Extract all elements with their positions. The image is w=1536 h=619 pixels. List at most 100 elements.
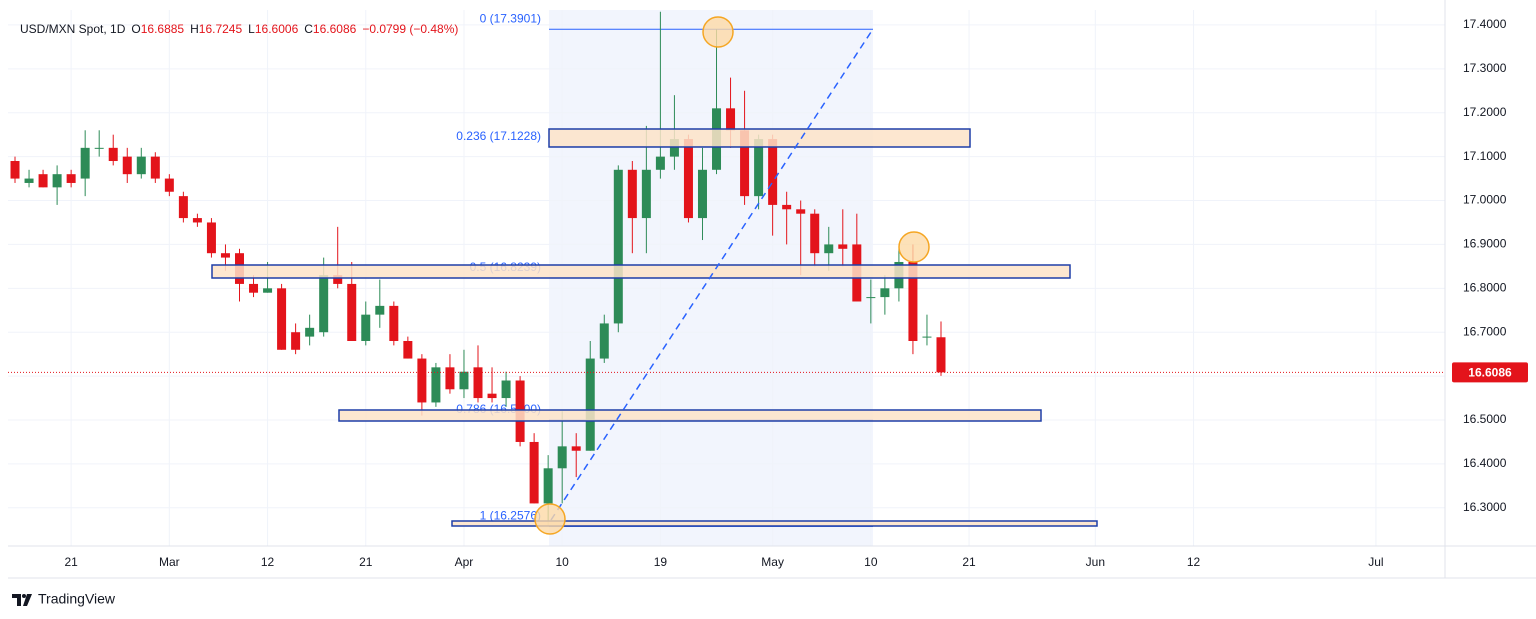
candle-body	[459, 371, 469, 390]
highlight-circle	[898, 231, 930, 263]
candle-body	[543, 468, 553, 504]
candle-body	[66, 174, 76, 183]
x-tick-label: Mar	[159, 555, 180, 569]
candle-body	[585, 358, 595, 451]
candle-body	[375, 305, 385, 315]
candle-body	[94, 147, 104, 149]
candle-body	[122, 156, 132, 175]
candle-body	[291, 332, 301, 350]
candle-body	[740, 130, 750, 197]
low: 16.6006	[255, 22, 299, 36]
candle-body	[754, 139, 764, 197]
y-tick-label: 17.3000	[1463, 61, 1507, 75]
candle-body	[529, 441, 539, 504]
candle-body	[557, 446, 567, 469]
candle-body	[880, 288, 890, 298]
candle-body	[697, 169, 707, 219]
l-label: L	[248, 22, 255, 36]
candle-body	[810, 213, 820, 254]
logo-mark	[23, 594, 32, 606]
header: USD/MXN Spot, 1D O16.6885 H16.7245 L16.6006…	[20, 22, 458, 36]
c-label: C	[304, 22, 313, 36]
x-tick-label: Jul	[1368, 555, 1383, 569]
brand: TradingView	[38, 591, 116, 607]
zone	[211, 264, 1071, 279]
candle-body	[431, 367, 441, 403]
open: 16.6885	[141, 22, 185, 36]
candle-body	[782, 204, 792, 210]
candle-body	[768, 139, 778, 205]
fib-label: 0.236 (17.1228)	[456, 129, 541, 143]
x-tick-label: 19	[654, 555, 668, 569]
x-tick-label: 12	[261, 555, 275, 569]
candle-body	[936, 337, 946, 373]
x-tick-label: Jun	[1086, 555, 1105, 569]
o-label: O	[131, 22, 140, 36]
logo	[12, 594, 32, 606]
change: −0.0799 (−0.48%)	[362, 22, 458, 36]
candle-body	[796, 209, 806, 214]
candle-body	[501, 380, 511, 399]
close: 16.6086	[313, 22, 357, 36]
last-price-label: 16.6086	[1468, 366, 1512, 380]
highlight-circle	[534, 503, 566, 535]
y-tick-label: 17.1000	[1463, 149, 1507, 163]
candle-body	[824, 244, 834, 254]
candle-body	[417, 358, 427, 403]
x-tick-label: 21	[64, 555, 78, 569]
axes: 16.300016.400016.500016.600016.700016.80…	[8, 0, 1536, 579]
candle-body	[10, 161, 20, 179]
fib-label: 1 (16.2576)	[480, 509, 541, 523]
x-tick-label: 21	[962, 555, 976, 569]
y-tick-label: 17.2000	[1463, 105, 1507, 119]
candle-body	[333, 275, 343, 284]
candle-body	[347, 283, 357, 341]
candle-body	[38, 174, 48, 188]
candle-body	[445, 367, 455, 390]
candle-body	[473, 367, 483, 399]
last-price-box	[1452, 362, 1528, 383]
candle-body	[669, 139, 679, 157]
symbol: USD/MXN Spot, 1D	[20, 22, 126, 36]
candle-body	[277, 288, 287, 350]
candle-body	[80, 147, 90, 179]
candle-body	[571, 446, 581, 451]
candle-body	[487, 393, 497, 399]
h-label: H	[190, 22, 199, 36]
candle-body	[908, 261, 918, 341]
y-tick-label: 16.5000	[1463, 412, 1507, 426]
candle-body	[613, 169, 623, 324]
x-tick-label: 21	[359, 555, 373, 569]
fib-label: 0 (17.3901)	[480, 11, 541, 25]
y-tick-label: 17.0000	[1463, 193, 1507, 207]
candle-body	[52, 174, 62, 188]
candle-body	[726, 108, 736, 131]
candle-body	[305, 327, 315, 337]
y-tick-label: 16.4000	[1463, 456, 1507, 470]
candle-body	[108, 147, 118, 162]
candle-body	[220, 253, 230, 258]
zone	[338, 409, 1042, 422]
logo-mark	[12, 594, 21, 606]
logo-dot	[22, 594, 26, 598]
candle-body	[403, 340, 413, 359]
highlight-circle	[702, 16, 734, 48]
y-tick-label: 16.8000	[1463, 280, 1507, 294]
candle-body	[641, 169, 651, 219]
candle-body	[922, 336, 932, 338]
candle-body	[627, 169, 637, 219]
y-tick-label: 16.7000	[1463, 324, 1507, 338]
x-tick-label: Apr	[455, 555, 474, 569]
candle-body	[866, 297, 876, 299]
candle-body	[683, 139, 693, 219]
x-tick-label: 10	[556, 555, 570, 569]
candle-body	[136, 156, 146, 175]
candle-body	[249, 283, 259, 293]
candle-body	[599, 323, 609, 359]
candle-body	[263, 288, 273, 293]
candle-body	[192, 218, 202, 223]
y-tick-label: 16.9000	[1463, 237, 1507, 251]
candle-body	[655, 156, 665, 170]
candle-body	[150, 156, 160, 179]
